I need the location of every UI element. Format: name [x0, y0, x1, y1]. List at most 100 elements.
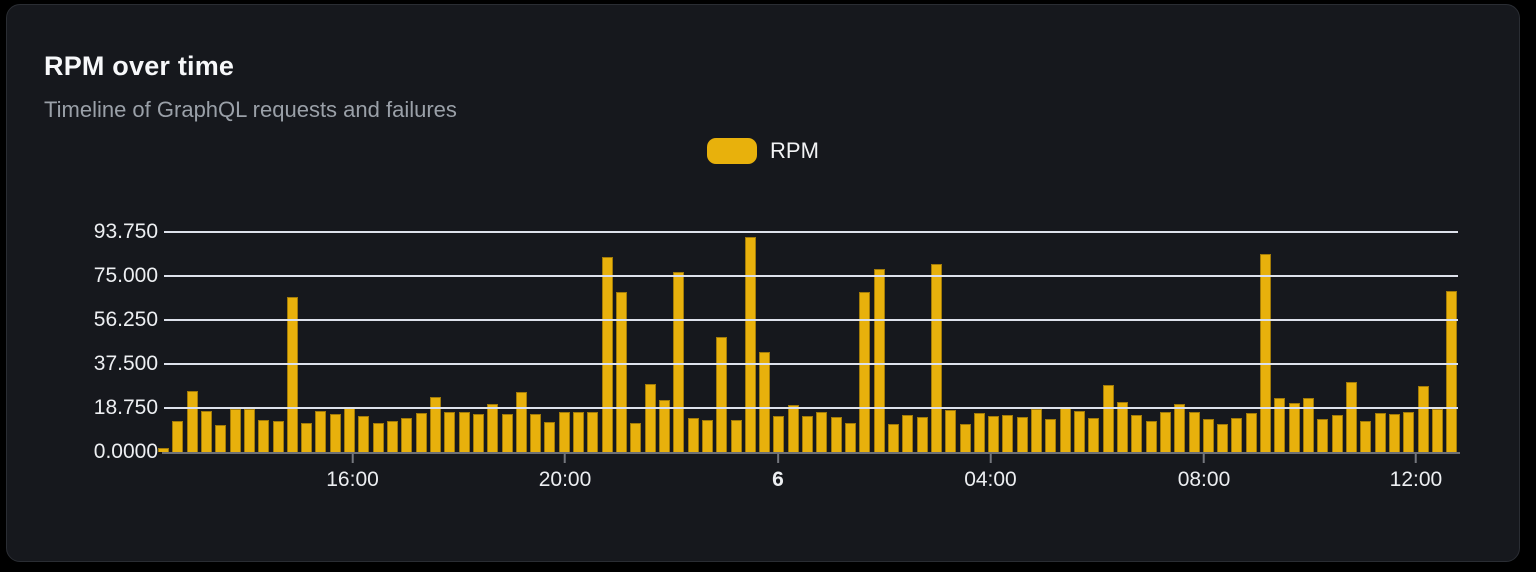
bar[interactable]	[243, 409, 255, 452]
bar[interactable]	[988, 416, 1000, 452]
bar[interactable]	[530, 414, 542, 452]
bar[interactable]	[401, 418, 413, 452]
bar[interactable]	[1374, 413, 1386, 452]
bar[interactable]	[1245, 413, 1257, 452]
bar[interactable]	[515, 392, 527, 452]
legend-swatch-rpm[interactable]	[707, 138, 758, 164]
bar[interactable]	[1260, 254, 1272, 452]
bar[interactable]	[573, 412, 585, 452]
x-tick: 12:00	[1390, 452, 1442, 492]
bar[interactable]	[344, 407, 356, 452]
bar[interactable]	[1288, 403, 1300, 452]
bar[interactable]	[1431, 409, 1443, 452]
bar[interactable]	[1317, 419, 1329, 452]
bar[interactable]	[587, 412, 599, 452]
bar[interactable]	[1159, 412, 1171, 452]
bar[interactable]	[1202, 419, 1214, 452]
bar[interactable]	[730, 420, 742, 452]
bar[interactable]	[802, 416, 814, 452]
bar[interactable]	[830, 417, 842, 452]
bar[interactable]	[1031, 409, 1043, 452]
legend-label-rpm[interactable]: RPM	[770, 138, 819, 163]
bar[interactable]	[1403, 412, 1415, 452]
bar[interactable]	[1074, 411, 1085, 452]
bar[interactable]	[1188, 412, 1200, 452]
y-tick-label: 75.000	[93, 264, 158, 287]
bar[interactable]	[1088, 418, 1100, 452]
bar[interactable]	[544, 422, 556, 452]
bar[interactable]	[444, 412, 456, 452]
bar[interactable]	[1360, 421, 1372, 452]
bar[interactable]	[329, 414, 341, 452]
bar[interactable]	[272, 421, 284, 452]
bar[interactable]	[630, 423, 642, 452]
bar[interactable]	[1002, 415, 1014, 452]
bar[interactable]	[1116, 402, 1128, 452]
bar[interactable]	[673, 272, 685, 452]
bar[interactable]	[616, 292, 627, 452]
bar[interactable]	[787, 405, 799, 452]
bar[interactable]	[229, 409, 241, 452]
bar[interactable]	[916, 417, 928, 452]
bar[interactable]	[1174, 404, 1186, 452]
bar[interactable]	[501, 414, 513, 452]
bar[interactable]	[973, 413, 985, 452]
bar[interactable]	[845, 423, 856, 452]
bar[interactable]	[601, 257, 613, 452]
bar[interactable]	[716, 337, 728, 452]
bar[interactable]	[172, 421, 184, 452]
bar[interactable]	[472, 414, 484, 452]
bar[interactable]	[258, 420, 270, 452]
bar[interactable]	[816, 412, 828, 452]
bar[interactable]	[372, 423, 384, 452]
bar[interactable]	[945, 410, 957, 452]
bar[interactable]	[286, 297, 298, 452]
bar[interactable]	[1016, 417, 1028, 452]
bar[interactable]	[1231, 418, 1243, 452]
bar[interactable]	[1345, 382, 1357, 452]
bar[interactable]	[200, 411, 212, 452]
bar[interactable]	[902, 415, 914, 452]
bar[interactable]	[429, 397, 441, 452]
bar[interactable]	[158, 448, 169, 452]
bar[interactable]	[701, 420, 713, 452]
rpm-chart-card: RPM over time Timeline of GraphQL reques…	[6, 4, 1520, 562]
bar[interactable]	[1045, 419, 1057, 452]
bar[interactable]	[873, 269, 885, 452]
bar[interactable]	[887, 424, 899, 452]
bar[interactable]	[358, 416, 370, 452]
bar[interactable]	[215, 425, 227, 452]
bar[interactable]	[859, 292, 871, 452]
bar[interactable]	[1102, 385, 1114, 452]
bar[interactable]	[458, 412, 470, 452]
bar[interactable]	[301, 423, 313, 452]
bar[interactable]	[1131, 415, 1143, 452]
bar[interactable]	[959, 424, 971, 452]
bar[interactable]	[759, 352, 771, 452]
bar[interactable]	[1417, 386, 1429, 452]
bar[interactable]	[1331, 415, 1343, 452]
bar[interactable]	[744, 237, 756, 452]
bar[interactable]	[558, 412, 570, 452]
bar[interactable]	[658, 400, 670, 452]
x-tick-label: 20:00	[538, 468, 592, 491]
bar[interactable]	[687, 418, 699, 452]
bar[interactable]	[1217, 424, 1229, 452]
bar[interactable]	[186, 391, 198, 452]
bar[interactable]	[315, 411, 327, 452]
bar[interactable]	[1446, 291, 1458, 452]
bar[interactable]	[1059, 407, 1071, 452]
x-tick-mark	[351, 454, 354, 463]
bar[interactable]	[1303, 398, 1314, 452]
bar[interactable]	[930, 264, 942, 452]
bar[interactable]	[1388, 414, 1400, 452]
bar[interactable]	[1274, 398, 1286, 452]
bar[interactable]	[415, 413, 427, 452]
bar[interactable]	[773, 416, 785, 452]
bar[interactable]	[387, 421, 398, 452]
bar[interactable]	[487, 404, 499, 452]
legend: RPM	[7, 138, 1519, 164]
bar[interactable]	[1145, 421, 1157, 452]
bar[interactable]	[644, 384, 656, 452]
y-axis: 0.0000 18.750 37.500 56.250 75.000 93.750	[7, 220, 158, 463]
